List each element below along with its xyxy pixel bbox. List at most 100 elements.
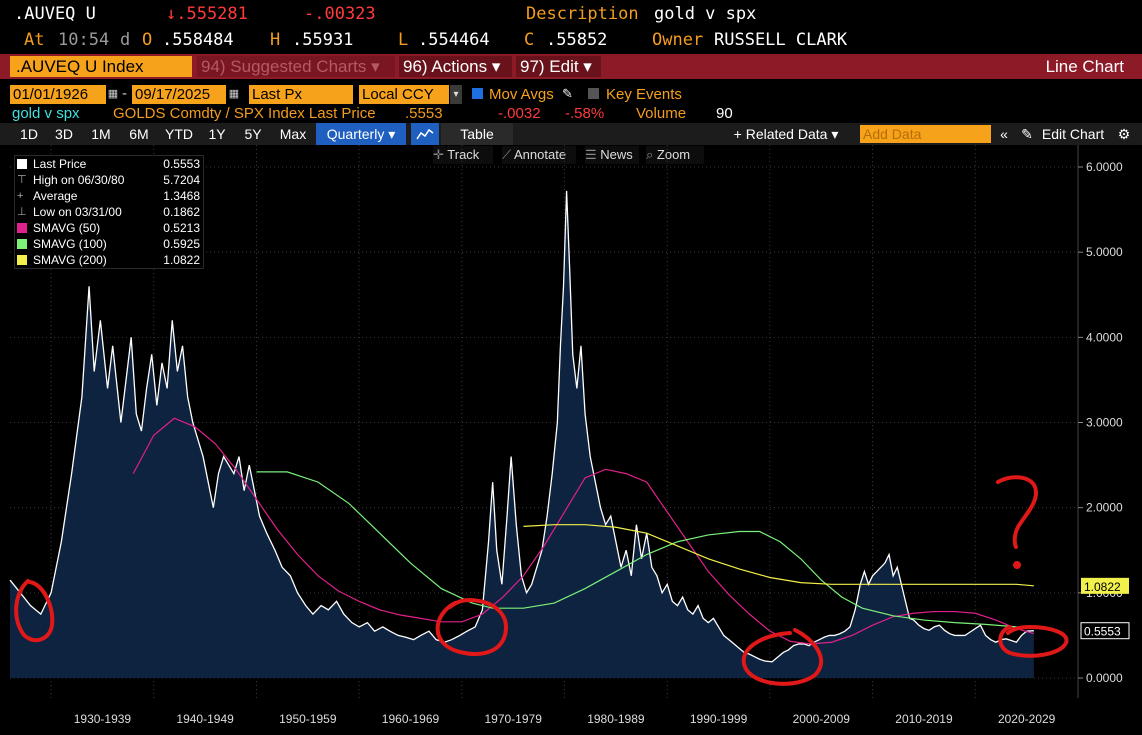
legend-sma200: SMAVG (200) 1.0822 xyxy=(15,252,203,268)
x-tick-label: 1930-1939 xyxy=(74,712,132,726)
owner-label: Owner xyxy=(652,30,704,50)
series-formula: GOLDS Comdty / SPX Index Last Price xyxy=(113,105,376,122)
high-marker-icon: ⊤ xyxy=(17,174,27,186)
series-line-2 xyxy=(256,471,1034,629)
quote-row-2: At 10:54 d O .558484 H .55931 L .554464 … xyxy=(0,30,1142,54)
y-tick-label: 3.0000 xyxy=(1086,416,1123,430)
pencil-icon-edit[interactable]: ✎ xyxy=(1021,126,1033,142)
gear-icon[interactable]: ⚙ xyxy=(1117,126,1131,142)
edit-chart-button[interactable]: Edit Chart xyxy=(1041,126,1105,142)
annotate-tool[interactable]: ⟋ Annotate xyxy=(502,146,576,164)
quote-row-1: .AUVEQ U ↓.555281 -.00323 Description go… xyxy=(0,4,1142,28)
x-tick-label: 2010-2019 xyxy=(895,712,953,726)
zoom-tool[interactable]: ⌕ Zoom xyxy=(646,146,704,164)
markup-circle-2 xyxy=(435,597,508,656)
track-label: Track xyxy=(447,147,480,162)
suggested-charts-menu[interactable]: 94) Suggested Charts ▾ xyxy=(197,56,395,77)
y-tick-label: 5.0000 xyxy=(1086,245,1123,259)
x-tick-label: 1970-1979 xyxy=(484,712,542,726)
actions-menu[interactable]: 96) Actions ▾ xyxy=(399,56,512,77)
date-dash: - xyxy=(122,85,127,102)
legend-name: Low on 03/31/00 xyxy=(33,205,122,219)
legend-high: ⊤ High on 06/30/80 5.7204 xyxy=(15,172,203,188)
x-tick-label: 2000-2009 xyxy=(793,712,851,726)
period-select[interactable]: Quarterly ▾ xyxy=(316,123,406,145)
series-line-3 xyxy=(523,524,1034,587)
key-events-label: Key Events xyxy=(606,86,682,103)
legend-value: 0.5553 xyxy=(163,157,200,171)
line-chart-icon[interactable] xyxy=(411,123,439,145)
series-change: -.0032 xyxy=(498,105,541,122)
legend-last-price: Last Price 0.5553 xyxy=(15,156,203,172)
x-tick-label: 1940-1949 xyxy=(176,712,234,726)
x-tick-label: 1950-1959 xyxy=(279,712,337,726)
x-tick-label: 1960-1969 xyxy=(382,712,440,726)
currency-select[interactable]: Local CCY xyxy=(359,85,449,104)
calendar-icon[interactable]: ▦ xyxy=(107,88,119,100)
range-1m[interactable]: 1M xyxy=(91,126,111,142)
last-price: ↓.555281 xyxy=(166,4,248,24)
end-date-field[interactable]: 09/17/2025 xyxy=(132,85,226,104)
chart-type-label: Line Chart xyxy=(1045,57,1124,76)
low-marker-icon: ⊥ xyxy=(17,206,27,218)
x-tick-label: 1990-1999 xyxy=(690,712,748,726)
range-max[interactable]: Max xyxy=(279,126,307,142)
related-data-menu[interactable]: + Related Data ▾ xyxy=(733,126,839,142)
price-last-label: 0.5553 xyxy=(1084,625,1121,639)
average-marker-icon: + xyxy=(17,190,24,202)
owner-value: RUSSELL CLARK xyxy=(714,30,848,50)
close-value: .55852 xyxy=(546,30,608,50)
mov-avgs-checkbox[interactable] xyxy=(472,88,483,99)
security-field[interactable]: .AUVEQ U Index xyxy=(10,56,192,77)
open-value: .558484 xyxy=(162,30,234,50)
line-icon: ⟋ xyxy=(502,147,514,162)
legend-value: 1.0822 xyxy=(163,253,200,267)
range-3d[interactable]: 3D xyxy=(55,126,73,142)
news-tool[interactable]: ☰ News xyxy=(585,146,639,164)
edit-menu[interactable]: 97) Edit ▾ xyxy=(516,56,601,77)
legend-low: ⊥ Low on 03/31/00 0.1862 xyxy=(15,204,203,220)
legend-swatch-white xyxy=(17,159,27,169)
collapse-icon[interactable]: « xyxy=(1000,126,1008,142)
range-5y[interactable]: 5Y xyxy=(244,126,262,142)
at-label: At xyxy=(24,30,45,50)
high-value: .55931 xyxy=(292,30,354,50)
legend-name: SMAVG (50) xyxy=(33,221,101,235)
range-1y[interactable]: 1Y xyxy=(208,126,226,142)
markup-question-dot xyxy=(1013,561,1021,569)
legend-swatch-yellow xyxy=(17,255,27,265)
range-6m[interactable]: 6M xyxy=(129,126,149,142)
key-events-checkbox[interactable] xyxy=(588,88,599,99)
series-pct-change: -.58% xyxy=(565,105,605,122)
y-tick-label: 4.0000 xyxy=(1086,330,1123,344)
magnifier-icon: ⌕ xyxy=(646,147,657,162)
start-date-field[interactable]: 01/01/1926 xyxy=(10,85,106,104)
range-1d[interactable]: 1D xyxy=(20,126,38,142)
volume-value: 90 xyxy=(716,105,733,122)
sma200-last-label: 1.0822 xyxy=(1084,580,1121,594)
pencil-icon[interactable]: ✎ xyxy=(562,86,573,101)
low-value: .554464 xyxy=(418,30,490,50)
legend-swatch-magenta xyxy=(17,223,27,233)
price-chart[interactable]: 6.00005.00004.00003.00002.00001.00000.00… xyxy=(0,145,1142,735)
chevron-down-icon[interactable]: ▾ xyxy=(450,85,462,104)
crosshair-icon: ✛ xyxy=(433,147,448,162)
table-button[interactable]: Table xyxy=(441,123,513,145)
calendar-icon-end[interactable]: ▦ xyxy=(228,88,240,100)
legend-value: 0.1862 xyxy=(163,205,200,219)
track-tool[interactable]: ✛ Track xyxy=(433,146,493,164)
legend-sma50: SMAVG (50) 0.5213 xyxy=(15,220,203,236)
add-data-input[interactable]: Add Data xyxy=(860,125,991,143)
series-last: .5553 xyxy=(405,105,443,122)
news-icon: ☰ xyxy=(585,147,601,162)
legend-value: 0.5925 xyxy=(163,237,200,251)
mov-avgs-label: Mov Avgs xyxy=(489,86,554,103)
markup-question xyxy=(996,475,1038,549)
legend-swatch-green xyxy=(17,239,27,249)
low-label: L xyxy=(398,30,409,50)
legend-name: Last Price xyxy=(33,157,87,171)
range-ytd[interactable]: YTD xyxy=(165,126,193,142)
price-field-select[interactable]: Last Px xyxy=(249,85,353,104)
annotate-label: Annotate xyxy=(514,147,567,162)
chart-legend: Last Price 0.5553 ⊤ High on 06/30/80 5.7204… xyxy=(14,155,204,269)
